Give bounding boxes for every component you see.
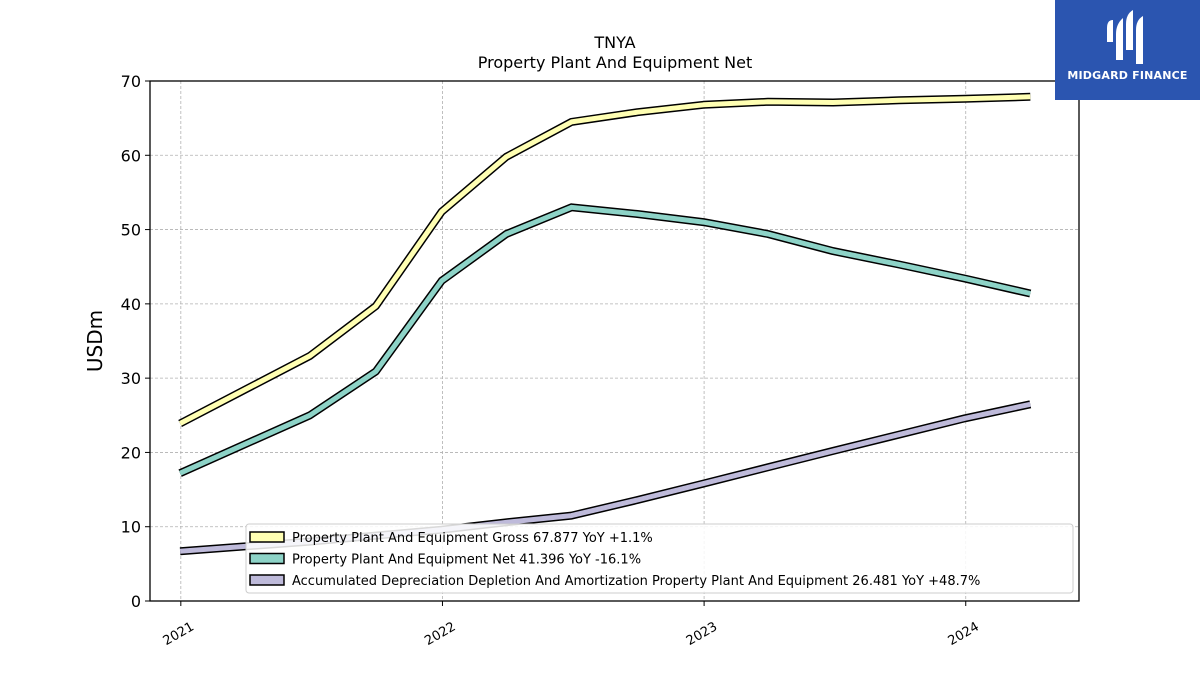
chart-subtitle: Property Plant And Equipment Net bbox=[478, 53, 753, 72]
x-tick-label: 2021 bbox=[161, 619, 197, 649]
y-tick-label: 0 bbox=[131, 592, 141, 611]
y-tick-label: 10 bbox=[121, 518, 141, 537]
y-axis-label: USDm bbox=[83, 310, 107, 372]
y-axis-ticks: 0 10 20 30 40 50 60 70 bbox=[121, 72, 150, 611]
legend-frame bbox=[245, 523, 1074, 594]
y-tick-label: 60 bbox=[121, 146, 141, 165]
y-tick-label: 40 bbox=[121, 295, 141, 314]
logo-mark-icon bbox=[1107, 10, 1143, 64]
grid-lines bbox=[150, 80, 1079, 602]
y-tick-label: 50 bbox=[121, 221, 141, 240]
series-line-0 bbox=[178, 94, 1031, 426]
series-lines bbox=[178, 92, 1032, 556]
legend-swatch bbox=[249, 574, 285, 586]
midgard-finance-logo: MIDGARD FINANCE bbox=[1055, 0, 1200, 100]
legend-label: Property Plant And Equipment Gross 67.87… bbox=[292, 531, 653, 546]
y-tick-label: 20 bbox=[121, 443, 141, 462]
y-tick-label: 30 bbox=[121, 369, 141, 388]
series-line-1 bbox=[179, 204, 1031, 476]
legend-swatch bbox=[249, 552, 285, 565]
legend-label: Property Plant And Equipment Net 41.396 … bbox=[292, 553, 641, 568]
plot-frame bbox=[149, 80, 1080, 602]
chart-title: TNYA bbox=[593, 33, 635, 52]
y-tick-label: 70 bbox=[121, 72, 141, 91]
series-line-outline-0 bbox=[178, 92, 1031, 428]
legend-label: Accumulated Depreciation Depletion And A… bbox=[292, 574, 980, 589]
legend-swatch bbox=[249, 531, 285, 543]
x-tick-label: 2024 bbox=[946, 619, 982, 649]
x-tick-label: 2023 bbox=[684, 619, 720, 649]
x-axis-ticks: 2021 2022 2023 2024 bbox=[161, 601, 982, 649]
logo-text: MIDGARD FINANCE bbox=[1067, 69, 1188, 82]
legend: Property Plant And Equipment Gross 67.87… bbox=[245, 523, 1074, 594]
x-tick-label: 2022 bbox=[422, 619, 458, 649]
